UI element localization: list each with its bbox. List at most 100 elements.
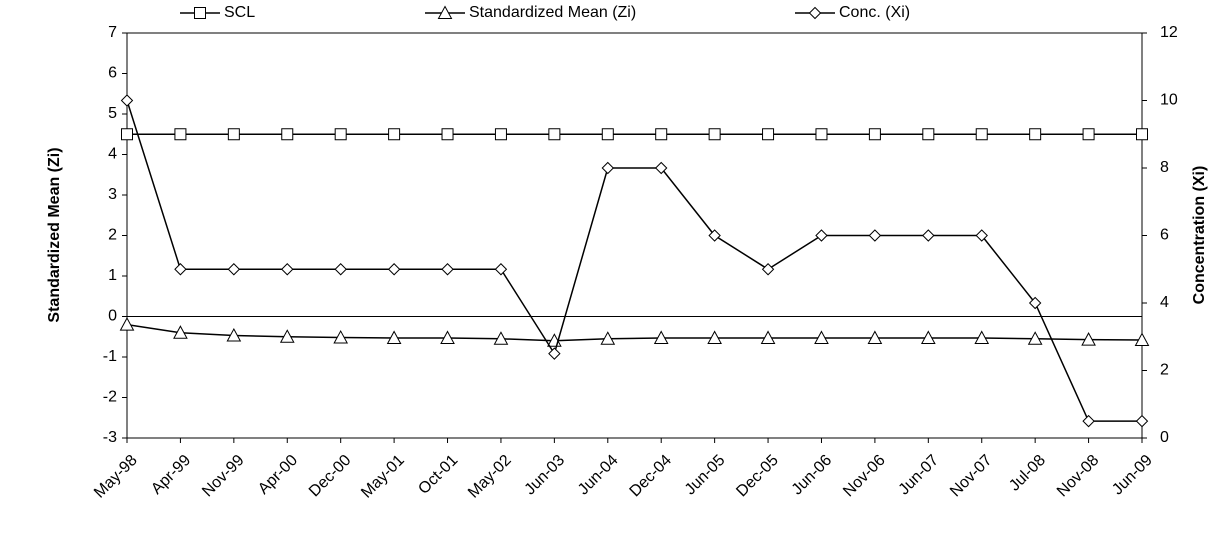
y-tick-label: -1 <box>103 348 117 365</box>
x-tick-label: Jun-05 <box>682 452 729 499</box>
marker <box>762 128 775 141</box>
x-tick-label: May-98 <box>91 452 141 502</box>
marker <box>1082 414 1095 428</box>
y2-tick-label: 4 <box>1160 294 1169 311</box>
marker <box>868 128 881 141</box>
x-tick-label: May-02 <box>465 452 515 502</box>
y-tick-label: 0 <box>108 308 117 325</box>
marker <box>815 229 828 242</box>
y-tick-label: 3 <box>108 186 117 203</box>
marker <box>708 128 721 141</box>
x-tick-label: Jul-08 <box>1006 452 1049 495</box>
x-tick-label: Apr-99 <box>148 452 194 498</box>
y-axis-title: Standardized Mean (Zi) <box>46 147 63 322</box>
marker <box>1135 414 1149 428</box>
marker <box>761 263 775 276</box>
y2-axis-title: Concentration (Xi) <box>1191 166 1208 305</box>
marker <box>975 229 988 242</box>
y-tick-label: 7 <box>108 24 117 41</box>
marker <box>174 128 187 141</box>
x-tick-label: Oct-01 <box>415 452 461 498</box>
x-tick-label: Jun-04 <box>575 452 622 499</box>
marker <box>493 331 509 345</box>
marker <box>1027 331 1043 345</box>
marker <box>808 6 822 20</box>
marker <box>655 161 668 175</box>
marker <box>121 128 133 141</box>
marker <box>868 229 882 242</box>
marker <box>441 128 454 141</box>
y-tick-label: -2 <box>103 389 117 406</box>
marker <box>441 263 454 276</box>
marker <box>494 128 507 141</box>
y-tick-label: -3 <box>103 429 117 446</box>
marker <box>386 330 402 344</box>
y2-tick-label: 8 <box>1160 159 1169 176</box>
x-tick-label: Jun-03 <box>522 452 569 499</box>
marker <box>1136 128 1148 141</box>
marker <box>281 263 294 276</box>
marker <box>708 229 721 242</box>
marker <box>815 128 828 141</box>
marker <box>600 331 616 345</box>
series-line <box>126 323 1143 342</box>
marker <box>194 7 206 19</box>
y-tick-label: 5 <box>108 105 117 122</box>
marker <box>281 128 294 141</box>
x-tick-label: Dec-04 <box>627 452 676 501</box>
plot-area <box>126 32 1143 439</box>
marker <box>1081 332 1096 346</box>
y2-tick-label: 12 <box>1160 24 1178 41</box>
marker <box>494 263 508 276</box>
marker <box>387 263 401 276</box>
marker <box>440 330 455 344</box>
marker <box>437 5 453 19</box>
x-tick-label: Dec-00 <box>306 452 355 501</box>
marker <box>601 128 614 141</box>
marker <box>227 128 240 141</box>
x-tick-label: Jun-07 <box>896 452 943 499</box>
marker <box>279 329 295 343</box>
marker <box>226 327 242 342</box>
marker <box>814 330 829 344</box>
marker <box>1028 296 1042 310</box>
marker <box>120 94 134 107</box>
legend-label: SCL <box>224 4 255 21</box>
marker <box>974 330 990 344</box>
y-tick-label: 2 <box>108 227 117 244</box>
x-tick-label: Jun-06 <box>789 452 836 499</box>
marker <box>227 263 241 276</box>
x-tick-label: Nov-06 <box>840 452 889 501</box>
marker <box>1082 128 1095 141</box>
legend-label: Conc. (Xi) <box>839 4 910 21</box>
marker <box>548 347 561 360</box>
marker <box>601 161 614 175</box>
marker <box>653 330 669 344</box>
marker <box>922 128 935 141</box>
marker <box>1029 128 1042 141</box>
y-tick-label: 6 <box>108 65 117 82</box>
marker <box>388 128 401 141</box>
x-tick-label: Nov-08 <box>1054 452 1103 501</box>
marker <box>334 128 347 141</box>
marker <box>920 330 936 344</box>
series-line <box>126 100 1142 422</box>
marker <box>922 229 935 242</box>
marker <box>760 330 776 344</box>
marker <box>867 330 883 344</box>
marker <box>707 330 722 344</box>
marker <box>1134 332 1150 346</box>
legend-label: Standardized Mean (Zi) <box>469 4 636 21</box>
marker <box>174 263 187 276</box>
y2-tick-label: 6 <box>1160 227 1169 244</box>
y-tick-label: 4 <box>108 146 117 163</box>
marker <box>173 325 188 339</box>
marker <box>655 128 668 141</box>
x-tick-label: Apr-00 <box>255 452 301 498</box>
marker <box>548 128 561 141</box>
x-tick-label: May-01 <box>358 452 408 502</box>
marker <box>975 128 988 141</box>
y2-tick-label: 0 <box>1160 429 1169 446</box>
